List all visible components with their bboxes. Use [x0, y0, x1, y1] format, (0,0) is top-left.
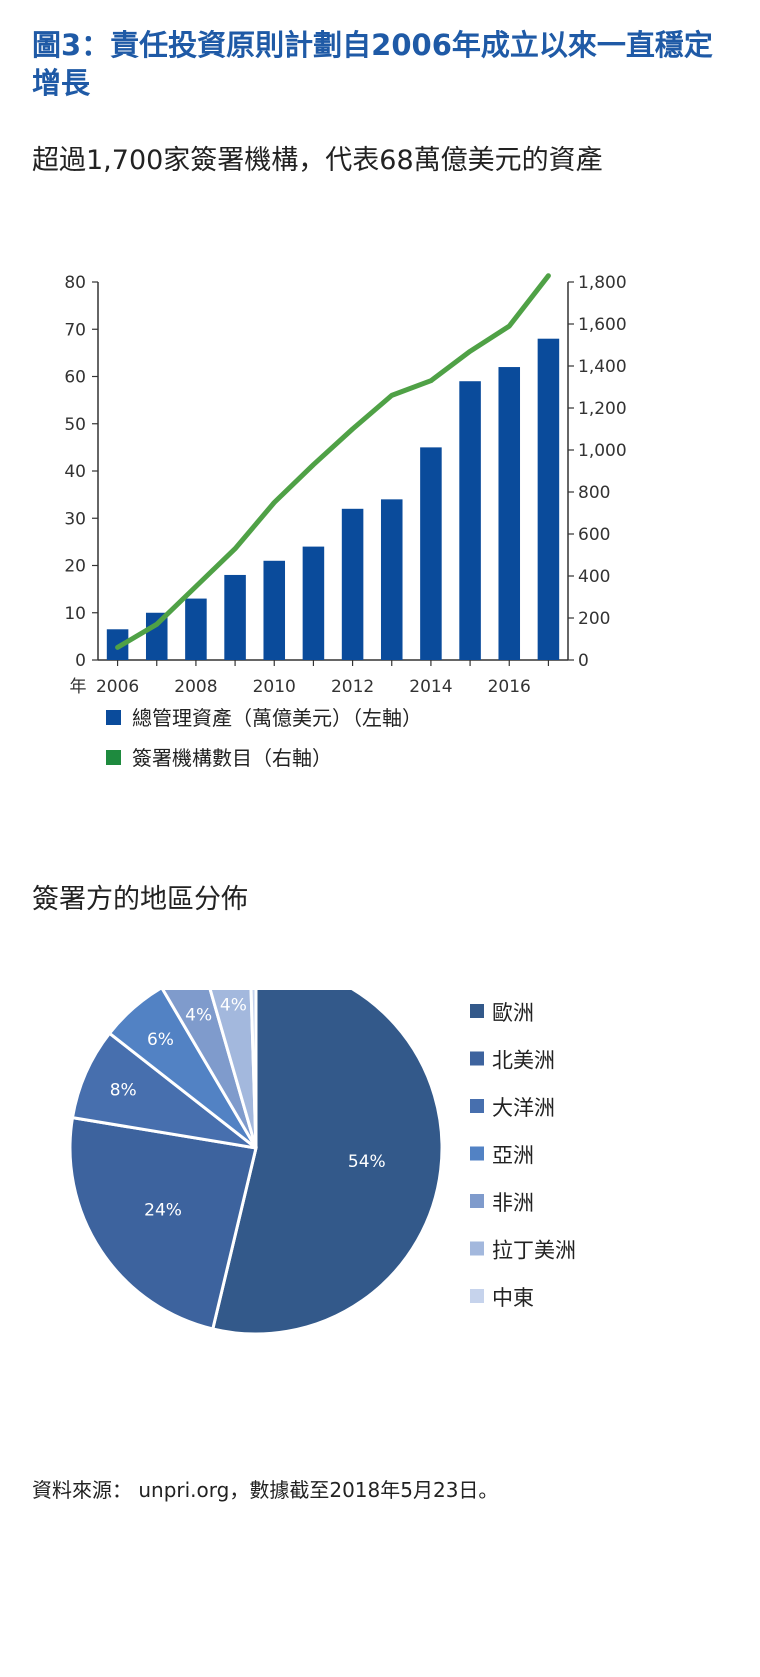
- x-tick-label: 2006: [96, 677, 139, 697]
- bar-2017: [537, 338, 560, 660]
- right-tick-label: 600: [578, 525, 610, 545]
- right-tick-label: 1,600: [578, 315, 627, 335]
- pie-legend-label: 非洲: [492, 1191, 534, 1215]
- bar-2009: [224, 574, 246, 660]
- pie-value-label: 4%: [220, 996, 247, 1016]
- pie-slice-1: [68, 1115, 258, 1331]
- left-tick-label: 0: [75, 651, 86, 671]
- bar-2008: [185, 598, 207, 660]
- pie-slice-6: [249, 990, 258, 1149]
- bar-2007: [145, 612, 168, 660]
- pie-legend-label: 大洋洲: [492, 1096, 555, 1120]
- pie-slice-3: [107, 990, 258, 1150]
- x-tick-label: 2010: [253, 677, 296, 697]
- combo-bar-line-chart: 0102030405060708002004006008001,0001,200…: [64, 273, 627, 770]
- left-tick-label: 60: [64, 368, 86, 388]
- pie-legend-label: 亞洲: [492, 1144, 534, 1168]
- pie-value-label: 6%: [147, 1030, 174, 1050]
- legend-label-signatories: 簽署機構數目（右軸）: [132, 746, 332, 770]
- bar-2014: [420, 447, 442, 660]
- pie-legend-label: 中東: [492, 1286, 534, 1310]
- pie-legend-swatch-6: [470, 1289, 484, 1303]
- left-tick-label: 40: [64, 462, 86, 482]
- pie-slice-5: [208, 990, 258, 1149]
- left-tick-label: 80: [64, 273, 86, 293]
- x-tick-label: 2008: [174, 677, 217, 697]
- pie-legend-label: 北美洲: [492, 1049, 555, 1073]
- pie-legend-swatch-4: [470, 1194, 484, 1208]
- pie-value-label: 8%: [110, 1081, 137, 1101]
- bar-2010: [263, 560, 286, 660]
- figure-title: 圖3：責任投資原則計劃自2006年成立以來一直穩定增長: [32, 28, 713, 100]
- bar-2011: [302, 546, 325, 660]
- bar-2013: [380, 499, 403, 660]
- pie-slice-0: [210, 990, 444, 1336]
- left-tick-label: 50: [64, 415, 86, 435]
- pie-legend-label: 歐洲: [492, 1001, 534, 1025]
- pie-legend-swatch-0: [470, 1004, 484, 1018]
- pie-legend-swatch-1: [470, 1051, 484, 1066]
- legend-swatch-signatories: [106, 750, 121, 765]
- source-note: 資料來源： unpri.org，數據截至2018年5月23日。: [32, 1478, 499, 1502]
- bar-2016: [498, 367, 521, 660]
- left-tick-label: 70: [64, 320, 86, 340]
- pie-legend-swatch-2: [470, 1099, 484, 1113]
- x-tick-label: 2012: [331, 677, 374, 697]
- left-tick-label: 30: [64, 509, 86, 529]
- bar-2015: [459, 381, 481, 660]
- right-tick-label: 200: [578, 609, 610, 629]
- right-tick-label: 0: [578, 651, 589, 671]
- right-tick-label: 1,000: [578, 441, 627, 461]
- x-tick-label: 2016: [488, 677, 531, 697]
- bar-2012: [341, 508, 364, 660]
- pie-chart-title: 簽署方的地區分佈: [32, 884, 248, 915]
- line-signatories: [115, 273, 551, 650]
- pie-value-label: 4%: [185, 1006, 212, 1026]
- figure-subtitle: 超過1,700家簽署機構，代表68萬億美元的資產: [32, 145, 603, 176]
- legend-label-aum: 總管理資產（萬億美元）（左軸）: [132, 706, 422, 730]
- pie-slice-4: [161, 990, 258, 1149]
- x-tick-label: 2014: [409, 677, 452, 697]
- pie-value-label: 54%: [348, 1152, 386, 1172]
- pie-legend-swatch-3: [470, 1146, 484, 1161]
- right-tick-label: 1,800: [578, 273, 627, 293]
- right-tick-label: 1,200: [578, 399, 627, 419]
- right-tick-label: 1,400: [578, 357, 627, 377]
- pie-legend-swatch-5: [470, 1241, 484, 1256]
- pie-slice-2: [70, 1031, 257, 1150]
- pie-value-label: 24%: [144, 1201, 182, 1221]
- left-tick-label: 20: [64, 557, 86, 577]
- right-tick-label: 800: [578, 483, 610, 503]
- right-tick-label: 400: [578, 567, 610, 587]
- x-axis-prefix-label: 年: [70, 677, 87, 697]
- left-tick-label: 10: [64, 604, 86, 624]
- legend-swatch-aum: [106, 710, 121, 725]
- pie-legend-label: 拉丁美洲: [492, 1239, 576, 1263]
